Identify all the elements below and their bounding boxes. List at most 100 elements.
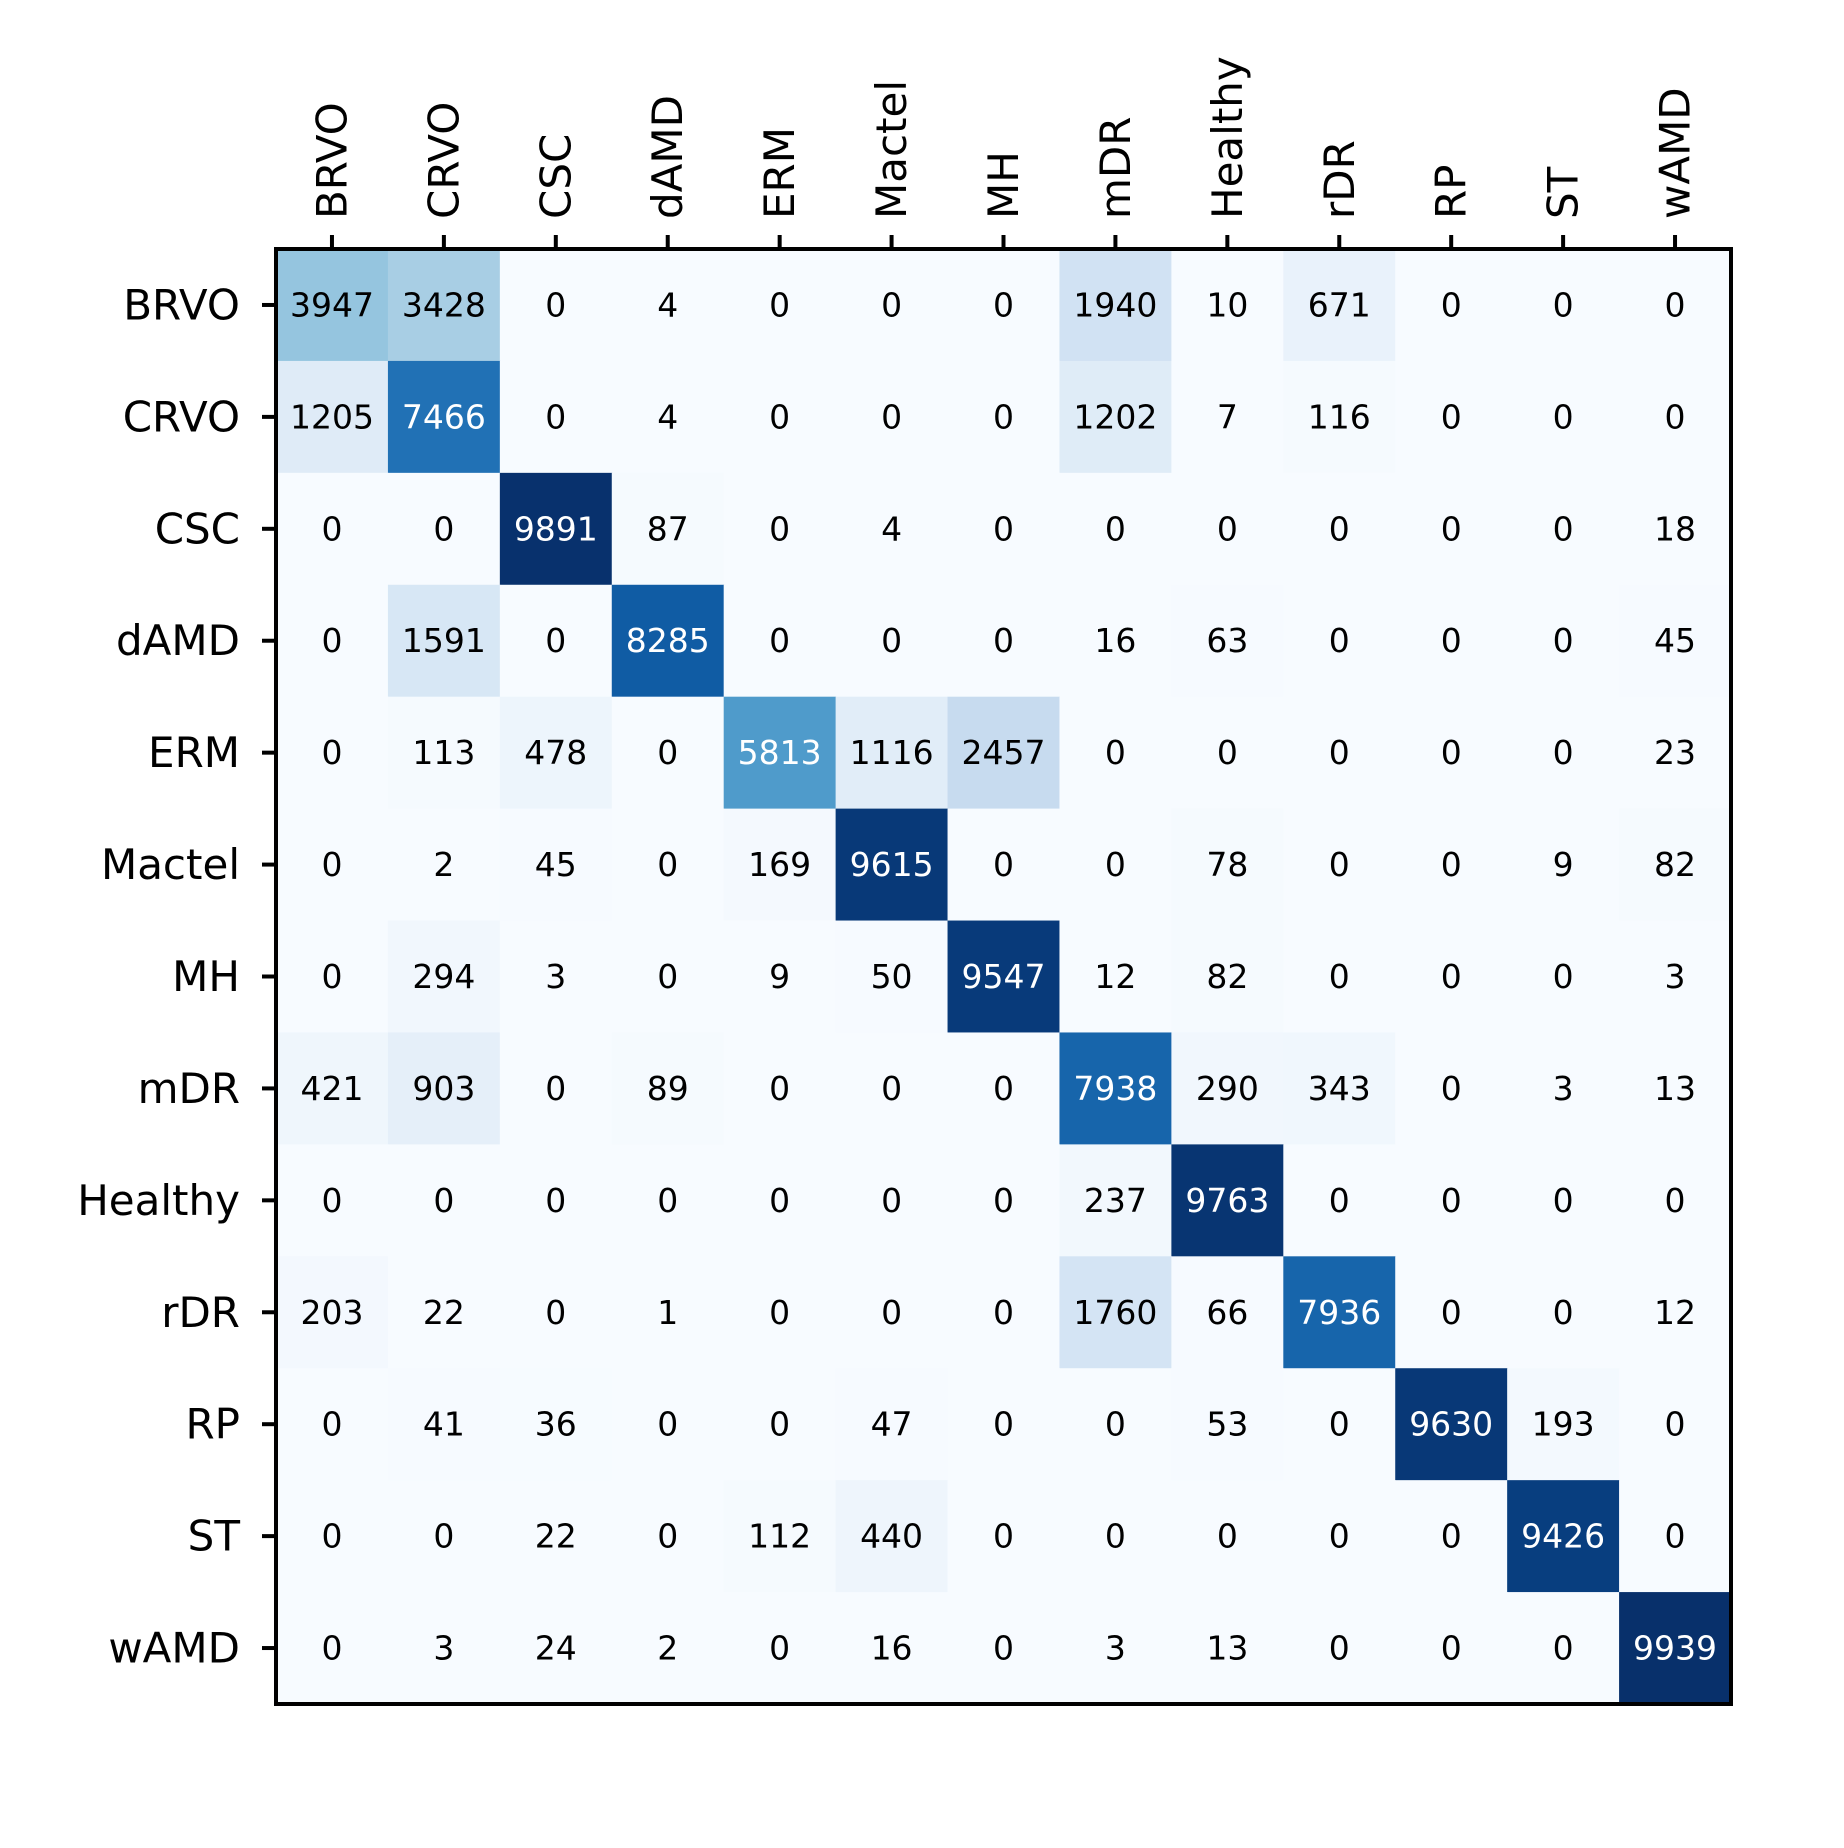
y-tick-label: Healthy — [77, 1176, 240, 1225]
cell-value-label: 0 — [1553, 1293, 1574, 1332]
heatmap-cell — [723, 696, 837, 810]
heatmap-cell — [276, 1144, 389, 1257]
cell-value-label: 0 — [1665, 1181, 1686, 1220]
cell-value-label: 0 — [993, 1405, 1014, 1444]
cell-value-label: 13 — [1654, 1069, 1696, 1108]
cell-value-label: 0 — [1441, 509, 1462, 548]
heatmap-cell — [276, 360, 389, 474]
heatmap-cell — [499, 1480, 613, 1593]
heatmap-cell — [835, 1592, 949, 1705]
cell-value-label: 0 — [769, 1181, 790, 1220]
cell-value-label: 0 — [657, 1181, 678, 1220]
cell-value-label: 3 — [1553, 1069, 1574, 1108]
heatmap-cell — [1171, 1480, 1284, 1593]
cell-value-label: 0 — [1441, 1181, 1462, 1220]
cell-value-label: 23 — [1654, 733, 1696, 772]
heatmap-cell — [1395, 1032, 1508, 1145]
cell-value-label: 0 — [321, 621, 342, 660]
cell-value-label: 903 — [412, 1069, 475, 1108]
cell-value-label: 47 — [871, 1405, 913, 1444]
y-tick-label: rDR — [161, 1288, 240, 1337]
heatmap-cell — [1507, 1144, 1620, 1257]
heatmap-cell — [276, 696, 389, 810]
cell-value-label: 82 — [1206, 957, 1248, 996]
cell-value-label: 9763 — [1185, 1181, 1269, 1220]
heatmap-cell — [1619, 360, 1732, 474]
y-tick-label: ST — [188, 1512, 241, 1561]
cell-value-label: 0 — [1553, 1181, 1574, 1220]
heatmap-cell — [387, 472, 501, 586]
cell-value-label: 89 — [647, 1069, 689, 1108]
heatmap-cell — [276, 1592, 389, 1705]
x-tick-label: BRVO — [307, 102, 356, 219]
cell-value-label: 1116 — [850, 733, 934, 772]
cell-value-label: 2 — [433, 845, 454, 884]
heatmap-cell — [1283, 1592, 1396, 1705]
heatmap-cell — [387, 808, 501, 922]
cell-value-label: 0 — [657, 733, 678, 772]
cell-value-label: 478 — [524, 733, 587, 772]
cell-value-label: 7 — [1217, 397, 1238, 436]
heatmap-cell — [1619, 920, 1732, 1033]
cell-value-label: 0 — [1665, 1405, 1686, 1444]
heatmap-cell — [1059, 1032, 1172, 1145]
y-tick-label: CRVO — [123, 392, 240, 441]
cell-value-label: 0 — [545, 397, 566, 436]
cell-value-label: 0 — [321, 957, 342, 996]
y-tick-label: MH — [172, 952, 240, 1001]
y-tick-label: CSC — [155, 504, 240, 553]
cell-value-label: 0 — [1217, 1517, 1238, 1556]
cell-value-label: 0 — [993, 1069, 1014, 1108]
cell-value-label: 4 — [657, 285, 678, 324]
heatmap-cell — [611, 696, 725, 810]
cell-value-label: 0 — [1105, 1517, 1126, 1556]
cell-value-label: 10 — [1206, 285, 1248, 324]
x-tick-label: RP — [1427, 164, 1476, 219]
heatmap-cell — [947, 920, 1060, 1033]
heatmap-cell — [1507, 1368, 1620, 1481]
cell-value-label: 0 — [1329, 845, 1350, 884]
heatmap-cell — [1059, 1256, 1172, 1369]
cell-value-label: 45 — [535, 845, 577, 884]
heatmap-cell — [1395, 1480, 1508, 1593]
cell-value-label: 2457 — [962, 733, 1046, 772]
heatmap-cell — [947, 472, 1060, 586]
heatmap-cell — [835, 1256, 949, 1369]
cell-value-label: 0 — [1441, 397, 1462, 436]
cell-value-label: 0 — [1553, 1629, 1574, 1668]
heatmap-cell — [611, 1144, 725, 1257]
y-axis-ticks: BRVO CRVO CSC dAMD ERM Mactel MH mDR Healthy rDR R… — [77, 280, 276, 1673]
cell-value-label: 3 — [545, 957, 566, 996]
heatmap-cell — [1171, 1592, 1284, 1705]
heatmap-cell — [1283, 920, 1396, 1033]
heatmap-cell — [1619, 1592, 1732, 1705]
heatmap-cell — [276, 584, 389, 698]
cell-value-label: 1205 — [290, 397, 374, 436]
heatmap-cell — [611, 360, 725, 474]
cell-value-label: 0 — [657, 1405, 678, 1444]
heatmap-cell — [1507, 360, 1620, 474]
heatmap-cell — [723, 1032, 837, 1145]
heatmap-cell — [1619, 584, 1732, 698]
heatmap-cell — [1395, 1144, 1508, 1257]
heatmap-cells — [276, 249, 1732, 1705]
heatmap-cell — [1283, 1368, 1396, 1481]
cell-value-label: 0 — [1329, 509, 1350, 548]
heatmap-cell — [1059, 584, 1172, 698]
cell-value-label: 1 — [657, 1293, 678, 1332]
heatmap-cell — [1395, 584, 1508, 698]
plot-frame — [274, 247, 1733, 1706]
cell-value-label: 0 — [1441, 621, 1462, 660]
x-tick-label: rDR — [1315, 140, 1364, 219]
cell-value-label: 18 — [1654, 509, 1696, 548]
heatmap-cell — [947, 808, 1060, 922]
heatmap-cell — [1619, 1032, 1732, 1145]
heatmap-cell — [1507, 584, 1620, 698]
heatmap-cell — [1059, 360, 1172, 474]
heatmap-cell — [276, 1256, 389, 1369]
cell-value-label: 0 — [321, 509, 342, 548]
cell-value-label: 0 — [1329, 1629, 1350, 1668]
cell-value-label: 7936 — [1297, 1293, 1381, 1332]
heatmap-cell — [947, 696, 1060, 810]
heatmap-cell — [947, 360, 1060, 474]
